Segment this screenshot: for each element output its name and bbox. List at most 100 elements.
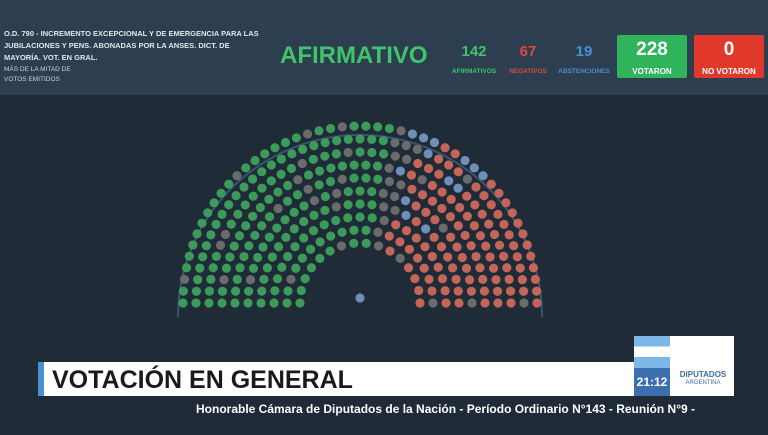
seat: [231, 191, 241, 201]
seat: [460, 155, 470, 166]
seat: [373, 122, 383, 132]
seat: [253, 252, 263, 263]
seat: [349, 160, 359, 170]
seat: [343, 200, 353, 210]
seat: [447, 263, 458, 273]
seat: [423, 163, 434, 174]
seat: [466, 286, 476, 296]
seat: [489, 229, 500, 240]
seat: [211, 219, 221, 230]
seat: [454, 298, 464, 308]
seat: [326, 231, 336, 241]
seat: [244, 241, 254, 251]
seat: [419, 263, 429, 273]
total: 228 VOTARON: [617, 35, 687, 78]
seat: [306, 263, 317, 273]
seat: [530, 274, 541, 285]
ticker: Honorable Cámara de Diputados de la Naci…: [196, 402, 696, 416]
seat: [395, 166, 406, 176]
seat: [195, 263, 205, 273]
total-value: 0: [723, 39, 735, 60]
seat: [315, 253, 325, 264]
seat: [290, 242, 300, 252]
seat: [492, 286, 503, 296]
seat: [208, 263, 218, 273]
seat: [250, 230, 260, 241]
seat: [373, 241, 384, 251]
seat: [401, 141, 411, 151]
seat: [266, 176, 276, 186]
seat: [395, 237, 405, 247]
seat: [501, 198, 511, 208]
seat: [453, 286, 463, 296]
seat: [417, 175, 427, 185]
seat: [428, 298, 438, 308]
seat: [446, 232, 456, 242]
seat: [184, 251, 194, 261]
seat: [384, 176, 395, 187]
seat: [241, 221, 251, 231]
seat: [272, 223, 282, 233]
seat: [379, 202, 389, 212]
seat: [230, 298, 240, 308]
count-value: 19: [575, 43, 593, 60]
seat: [411, 233, 421, 243]
seat: [475, 231, 486, 241]
seat: [457, 252, 467, 263]
seat: [280, 137, 291, 148]
seat: [232, 171, 242, 181]
seat: [287, 149, 297, 159]
seat: [440, 143, 450, 153]
seat: [257, 221, 267, 231]
seat: [217, 298, 227, 308]
seat: [477, 209, 487, 219]
seat: [289, 224, 299, 234]
seat: [219, 275, 229, 285]
seat: [429, 137, 440, 148]
seat: [411, 201, 421, 211]
total: 0 NO VOTARON: [694, 35, 764, 78]
seat: [513, 218, 523, 228]
total-value: 228: [636, 39, 668, 60]
seat: [462, 211, 472, 221]
seat: [518, 286, 529, 296]
seat: [423, 149, 433, 159]
seat: [349, 225, 359, 235]
banner: VOTACIÓN EN GENERAL: [38, 362, 640, 396]
seat: [478, 171, 488, 181]
seat: [379, 149, 389, 159]
seat: [325, 123, 336, 134]
seat: [517, 275, 527, 285]
seat: [469, 163, 479, 173]
seat: [217, 209, 227, 219]
seat: [273, 203, 283, 214]
seat: [504, 274, 514, 284]
count-value: 142: [461, 43, 487, 60]
seat: [300, 273, 310, 284]
total-label: VOTARON: [632, 67, 672, 76]
seat: [216, 188, 226, 198]
seat: [464, 275, 475, 285]
seat: [486, 200, 496, 210]
seat: [385, 246, 395, 256]
seat: [230, 286, 241, 296]
seat: [444, 176, 454, 186]
seat: [505, 286, 516, 296]
seat: [471, 251, 481, 262]
seat: [355, 212, 365, 222]
seat: [367, 213, 377, 223]
seat: [355, 147, 365, 157]
seat: [332, 136, 342, 146]
seat: [325, 176, 336, 187]
seat: [286, 274, 296, 284]
seat: [188, 240, 198, 250]
result: AFIRMATIVO: [280, 42, 428, 69]
seat: [378, 188, 388, 199]
seat: [273, 242, 284, 252]
seat: [349, 121, 359, 131]
seat: [270, 143, 280, 153]
seat: [337, 161, 348, 171]
seat: [384, 123, 395, 134]
seat: [421, 207, 431, 217]
